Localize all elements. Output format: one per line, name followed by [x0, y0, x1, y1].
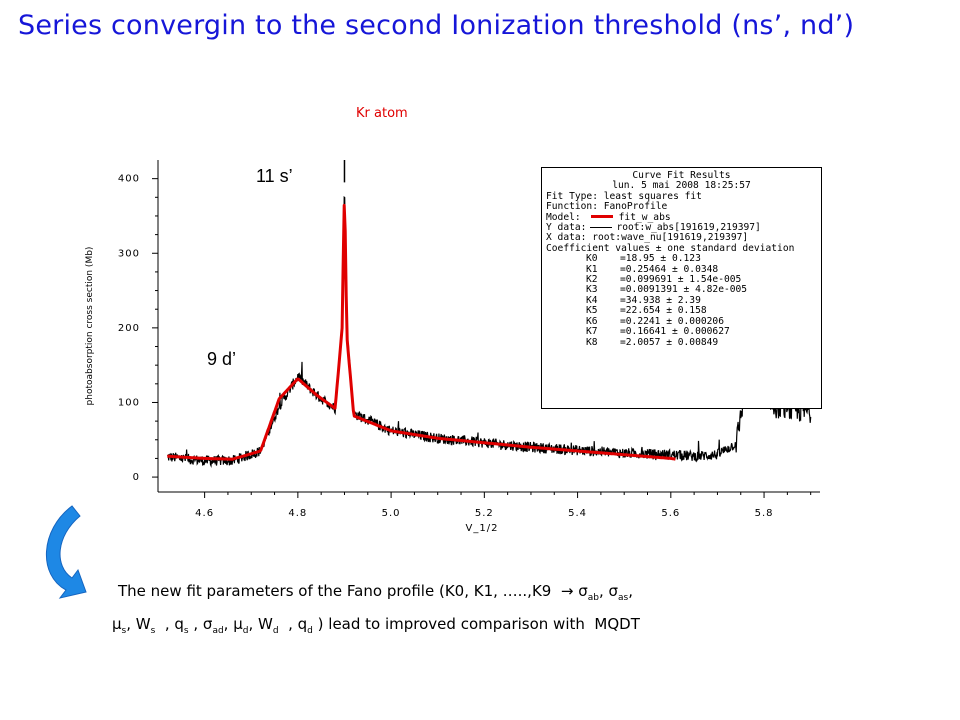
fit-model-row: Model: fit_w_abs [546, 211, 817, 223]
coefficient-name: K4 [586, 294, 598, 306]
coefficient-row: K2 =0.099691 ± 1.54e-005 [546, 274, 817, 286]
fit-xdata: X data: root:wave_nu[191619,219397] [546, 232, 749, 244]
fit-ydata-row: Y data: root:w_abs[191619,219397] [546, 222, 817, 234]
fit-ydata-label: Y data: [546, 222, 587, 234]
fit-model-label: Model: [546, 211, 581, 223]
coefficient-value: =0.16641 ± 0.000627 [620, 326, 730, 338]
data-legend-swatch [590, 226, 613, 228]
fit-function: Function: FanoProfile [546, 201, 668, 213]
page-title: Series convergin to the second Ionizatio… [18, 10, 855, 41]
peak-label-11s: 11 s’ [256, 166, 293, 186]
fit-coef-header: Coefficient values ± one standard deviat… [546, 242, 795, 254]
y-tick-label: 300 [118, 248, 140, 259]
fit-header: Curve Fit Results [632, 170, 731, 181]
coefficient-row: K6 =0.2241 ± 0.000206 [546, 315, 817, 327]
curved-arrow-icon [45, 505, 87, 599]
y-axis-label: photoabsorption cross section (Mb) [85, 247, 95, 406]
coefficient-name: K5 [586, 305, 598, 317]
coefficient-row: K5 =22.654 ± 0.158 [546, 305, 817, 317]
coefficient-value: =18.95 ± 0.123 [620, 253, 701, 265]
bottom-text-line2: μs, Ws , qs , σad, μd, Wd , qd ) lead to… [112, 615, 640, 636]
data-series-line [166, 195, 812, 468]
coefficient-name: K3 [586, 284, 598, 296]
fit-date: lun. 5 mai 2008 18:25:57 [612, 180, 751, 192]
coefficient-name: K6 [586, 315, 598, 327]
coefficient-name: K1 [586, 263, 598, 275]
y-tick-label: 0 [133, 472, 140, 483]
y-tick-label: 200 [118, 323, 140, 334]
y-tick-label: 400 [118, 174, 140, 185]
coefficient-row: K4 =34.938 ± 2.39 [546, 294, 817, 306]
coefficient-list: K0 =18.95 ± 0.123 K1 =0.25464 ± 0.0348 K2 =0.… [546, 253, 817, 348]
coefficient-value: =2.0057 ± 0.00849 [620, 336, 719, 348]
x-tick-label: 5.8 [755, 508, 774, 519]
coefficient-name: K0 [586, 253, 598, 265]
x-tick-label: 4.8 [288, 508, 307, 519]
coefficient-value: =34.938 ± 2.39 [620, 294, 701, 306]
coefficient-value: =0.25464 ± 0.0348 [620, 263, 719, 275]
peak-label-9d: 9 d’ [207, 349, 237, 369]
coefficient-row: K0 =18.95 ± 0.123 [546, 253, 817, 265]
fit-model-value: fit_w_abs [618, 211, 671, 223]
coefficient-value: =0.099691 ± 1.54e-005 [620, 274, 742, 286]
coefficient-name: K8 [586, 336, 598, 348]
coefficient-row: K8 =2.0057 ± 0.00849 [546, 336, 817, 348]
curve-fit-results-box: Curve Fit Results lun. 5 mai 2008 18:25:… [541, 167, 822, 409]
bottom-text-line1: The new fit parameters of the Fano profi… [118, 582, 633, 603]
x-tick-label: 5.6 [661, 508, 680, 519]
x-tick-label: 5.2 [475, 508, 494, 519]
fit-ydata-value: root:w_abs[191619,219397] [616, 222, 761, 234]
chart-subtitle: Kr atom [356, 106, 408, 121]
coefficient-value: =0.0091391 ± 4.82e-005 [620, 284, 748, 296]
fit-series-line [166, 203, 676, 461]
coefficient-name: K7 [586, 326, 598, 338]
coefficient-row: K7 =0.16641 ± 0.000627 [546, 326, 817, 338]
coefficient-name: K2 [586, 274, 598, 286]
fit-legend-swatch [590, 215, 613, 219]
x-axis-label: V_1/2 [466, 523, 499, 534]
coefficient-value: =0.2241 ± 0.000206 [620, 315, 724, 327]
coefficient-value: =22.654 ± 0.158 [620, 305, 707, 317]
coefficient-row: K1 =0.25464 ± 0.0348 [546, 263, 817, 275]
y-tick-label: 100 [118, 397, 140, 408]
x-tick-label: 5.0 [382, 508, 401, 519]
x-tick-label: 5.4 [568, 508, 587, 519]
coefficient-row: K3 =0.0091391 ± 4.82e-005 [546, 284, 817, 296]
fit-type: Fit Type: least squares fit [546, 190, 702, 202]
x-tick-label: 4.6 [195, 508, 214, 519]
